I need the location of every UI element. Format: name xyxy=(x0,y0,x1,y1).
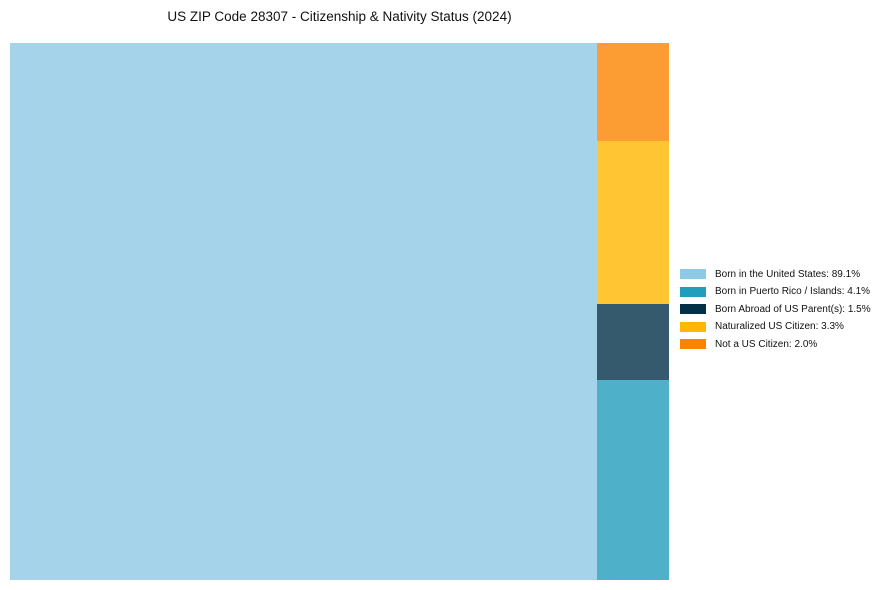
legend: Born in the United States: 89.1% Born in… xyxy=(680,267,871,355)
legend-item: Not a US Citizen: 2.0% xyxy=(680,337,871,352)
chart-title: US ZIP Code 28307 - Citizenship & Nativi… xyxy=(167,9,512,24)
legend-swatch xyxy=(680,339,706,350)
tile-puerto-rico xyxy=(597,380,669,580)
tile-born-in-us xyxy=(10,43,597,580)
legend-swatch xyxy=(680,269,706,280)
legend-label: Born in the United States: 89.1% xyxy=(715,268,861,280)
legend-item: Naturalized US Citizen: 3.3% xyxy=(680,320,871,335)
legend-swatch xyxy=(680,286,706,297)
legend-item: Born in the United States: 89.1% xyxy=(680,267,871,282)
legend-swatch xyxy=(680,321,706,332)
legend-item: Born in Puerto Rico / Islands: 4.1% xyxy=(680,285,871,300)
tile-naturalized xyxy=(597,141,669,304)
legend-item: Born Abroad of US Parent(s): 1.5% xyxy=(680,302,871,317)
legend-label: Not a US Citizen: 2.0% xyxy=(715,338,818,350)
legend-label: Born Abroad of US Parent(s): 1.5% xyxy=(715,303,871,315)
legend-swatch xyxy=(680,304,706,315)
legend-label: Born in Puerto Rico / Islands: 4.1% xyxy=(715,286,871,298)
legend-label: Naturalized US Citizen: 3.3% xyxy=(715,321,844,333)
tile-not-us-citizen xyxy=(597,43,669,141)
tile-born-abroad xyxy=(597,304,669,380)
